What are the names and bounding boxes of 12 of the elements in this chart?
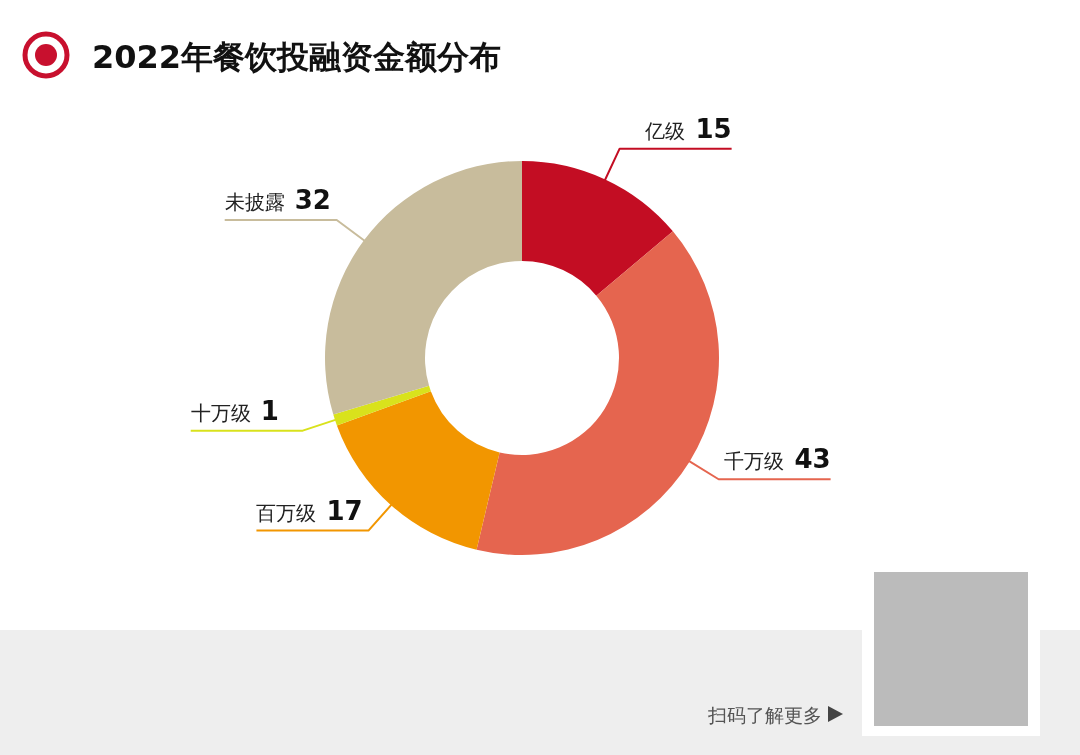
slice-label: 亿级	[644, 118, 686, 143]
data-label: 43	[794, 444, 831, 475]
slice-label: 十万级	[190, 400, 251, 425]
data-label: 15	[695, 113, 732, 144]
data-label: 1	[260, 395, 279, 426]
slice-label: 百万级	[256, 500, 317, 525]
data-label: 32	[294, 185, 331, 216]
data-label: 17	[326, 495, 363, 526]
chart-title: 2022年餐饮投融资金额分布	[92, 38, 502, 76]
text: 扫码了解更多	[707, 704, 822, 726]
slice-label: 千万级	[724, 449, 785, 474]
slice-label: 未披露	[224, 190, 285, 215]
